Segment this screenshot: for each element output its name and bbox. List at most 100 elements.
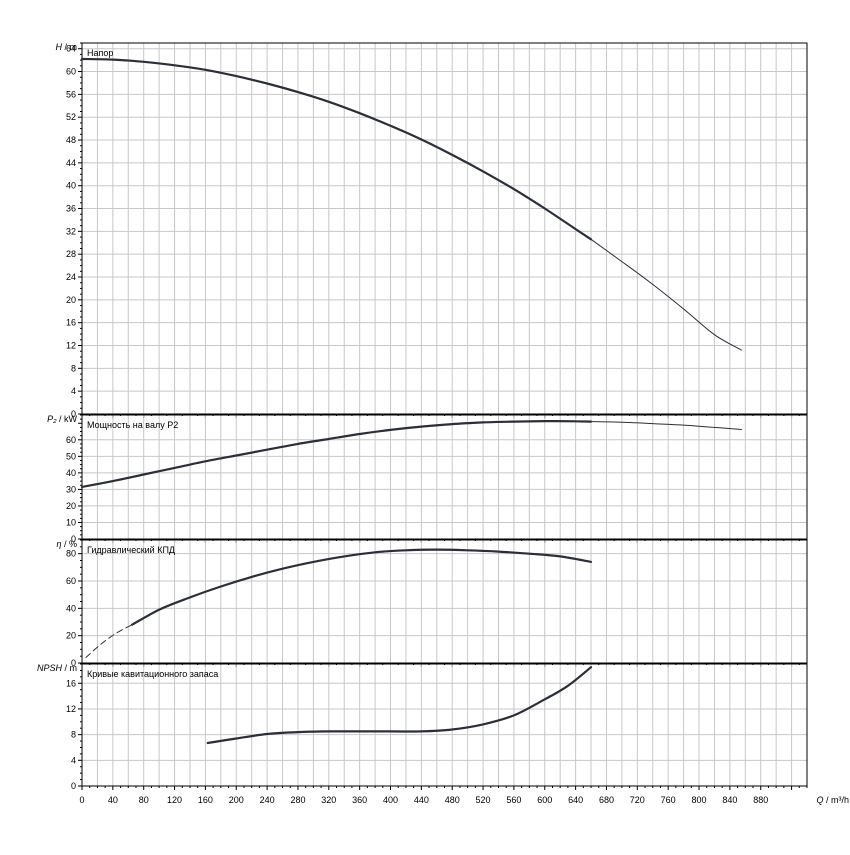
series-line-1 [80,419,593,488]
y-tick-label: 50 [66,451,76,461]
vertical-gridlines [96,43,793,414]
y-axis-label: NPSH / m [37,663,77,673]
series-line-2 [131,548,593,626]
x-tick-label: 240 [260,795,275,805]
panel-title: Напор [87,48,113,58]
y-tick-label: 0 [71,658,76,668]
horizontal-gridlines [82,682,807,761]
y-tick-label: 10 [66,517,76,527]
x-tick-label: 480 [445,795,460,805]
y-tick-label: 32 [66,226,76,236]
y-tick-label: 0 [71,534,76,544]
y-tick-label: 20 [66,631,76,641]
y-tick-label: 12 [66,704,76,714]
y-axis-label: P₂ / kW [47,414,77,424]
y-tick-label: 16 [66,318,76,328]
x-tick-label: 720 [630,795,645,805]
x-tick-label: 280 [290,795,305,805]
x-tick-label: 440 [414,795,429,805]
x-axis-ticks: 0 40 80 120 160 200 240 280 320 360 400 440 480 520 56… [79,786,808,805]
y-tick-label: 40 [66,468,76,478]
x-tick-label: 80 [139,795,149,805]
y-tick-label: 0 [71,781,76,791]
x-tick-label: 160 [198,795,213,805]
y-axis-ticks: 0 20 40 60 80 [66,539,82,668]
x-tick-label: 520 [476,795,491,805]
y-axis-unit: / kW [57,414,78,424]
series-line-2 [590,238,742,351]
y-tick-label: 56 [66,89,76,99]
y-axis-unit: / m [62,42,77,52]
x-tick-label: 840 [722,795,737,805]
y-tick-label: 80 [66,549,76,559]
panel-frame [81,42,808,415]
x-axis-variable: Q [816,795,823,805]
y-tick-label: 24 [66,272,76,282]
y-tick-label: 20 [66,295,76,305]
x-tick-label: 640 [568,795,583,805]
x-tick-label: 600 [537,795,552,805]
y-axis-variable: P₂ [47,414,57,424]
panel-title: Гидравлический КПД [87,545,175,555]
x-tick-label: 360 [352,795,367,805]
y-tick-label: 8 [71,730,76,740]
x-tick-label: 200 [229,795,244,805]
y-tick-label: 52 [66,112,76,122]
y-axis-ticks: 0 4 8 12 16 [66,663,82,791]
y-tick-label: 8 [71,363,76,373]
y-tick-label: 36 [66,204,76,214]
vertical-gridlines [96,664,793,786]
y-tick-label: 40 [66,181,76,191]
y-axis-unit: / % [61,539,77,549]
series-line-1 [80,57,593,241]
horizontal-gridlines [82,439,807,523]
panel-title: Мощность на валу P2 [87,420,178,430]
y-tick-label: 4 [71,755,76,765]
horizontal-gridlines [82,553,807,637]
x-axis-label: Q / m³/h [816,795,849,805]
vertical-gridlines [96,415,793,539]
x-tick-label: 320 [321,795,336,805]
series-line-1 [206,666,593,745]
y-axis-unit: / m [62,663,77,673]
y-axis-variable: H [56,42,63,52]
horizontal-gridlines [82,48,807,392]
chart-panel-2: 0 10 20 30 40 50 60 P₂ / kW Мощность на валу P2 [47,414,808,544]
vertical-gridlines [96,540,793,663]
y-tick-label: 30 [66,484,76,494]
x-tick-label: 40 [108,795,118,805]
y-axis-ticks: 0 10 20 30 40 50 60 [66,414,82,544]
y-axis-label: η / % [56,539,77,549]
y-tick-label: 60 [66,435,76,445]
y-tick-label: 12 [66,341,76,351]
y-tick-label: 40 [66,603,76,613]
y-tick-label: 60 [66,67,76,77]
panel-frame [81,663,808,787]
x-tick-label: 680 [599,795,614,805]
y-tick-label: 64 [66,44,76,54]
series-line-2 [590,421,742,430]
series-line-1 [85,624,133,658]
x-tick-label: 0 [79,795,84,805]
x-tick-label: 880 [753,795,768,805]
panel-title: Кривые кавитационного запаса [87,669,218,679]
y-axis-variable: NPSH [37,663,63,673]
y-tick-label: 4 [71,386,76,396]
x-tick-label: 400 [383,795,398,805]
panel-frame [81,414,808,540]
x-tick-label: 760 [661,795,676,805]
y-tick-label: 16 [66,678,76,688]
y-axis-label: H / m [56,42,78,52]
panel-frame [81,539,808,664]
y-tick-label: 60 [66,576,76,586]
y-tick-label: 28 [66,249,76,259]
y-tick-label: 48 [66,135,76,145]
y-tick-label: 20 [66,501,76,511]
y-axis-variable: η [56,539,61,549]
